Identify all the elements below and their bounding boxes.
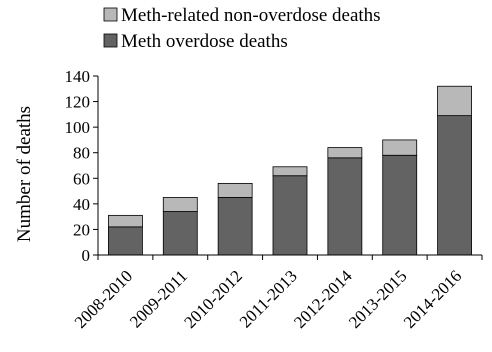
bars [108,85,472,256]
x-tick-label: 2013-2015 [345,266,411,332]
bar-non-overdose-2008-2010 [108,214,143,228]
x-tick-label: 2014-2016 [400,266,466,332]
bar-non-overdose-2014-2016 [437,85,472,117]
axes [97,76,482,256]
y-tick-label: 0 [82,246,91,265]
bar-overdose-2008-2010 [108,226,143,256]
y-tick-label: 20 [73,220,90,239]
y-tick-label: 60 [73,169,90,188]
bar-overdose-2013-2015 [382,154,418,256]
bar-non-overdose-2011-2013 [272,166,308,177]
legend-swatch [103,7,118,22]
bar-overdose-2011-2013 [272,175,308,256]
legend-label: Meth-related non-overdose deaths [121,5,381,26]
bar-overdose-2012-2014 [327,157,363,256]
y-tick-label: 80 [73,144,90,163]
x-ticks: 2008-20102009-20112010-20122011-20132012… [71,255,483,332]
bar-overdose-2009-2011 [162,211,198,256]
x-tick-label: 2008-2010 [71,266,137,332]
y-tick-label: 40 [73,195,90,214]
x-tick-label: 2009-2011 [126,266,191,331]
bar-non-overdose-2013-2015 [382,139,418,156]
y-tick-label: 140 [65,67,91,86]
legend-swatch [103,33,118,48]
x-tick-label: 2011-2013 [236,266,301,331]
x-tick-label: 2012-2014 [290,266,356,332]
y-axis-title: Number of deaths [14,106,35,242]
y-tick-label: 100 [65,118,91,137]
bar-overdose-2010-2012 [217,197,253,256]
bar-non-overdose-2009-2011 [162,197,198,212]
y-ticks: 0 20 40 60 80 100 120 140 [65,67,98,265]
bar-non-overdose-2010-2012 [217,182,253,198]
legend-label: Meth overdose deaths [121,31,288,52]
legend: Meth-related non-overdose deaths Meth ove… [103,5,381,52]
bar-overdose-2014-2016 [437,115,472,256]
y-tick-label: 120 [65,93,91,112]
x-tick-label: 2010-2012 [180,266,246,332]
bar-non-overdose-2012-2014 [327,147,363,159]
